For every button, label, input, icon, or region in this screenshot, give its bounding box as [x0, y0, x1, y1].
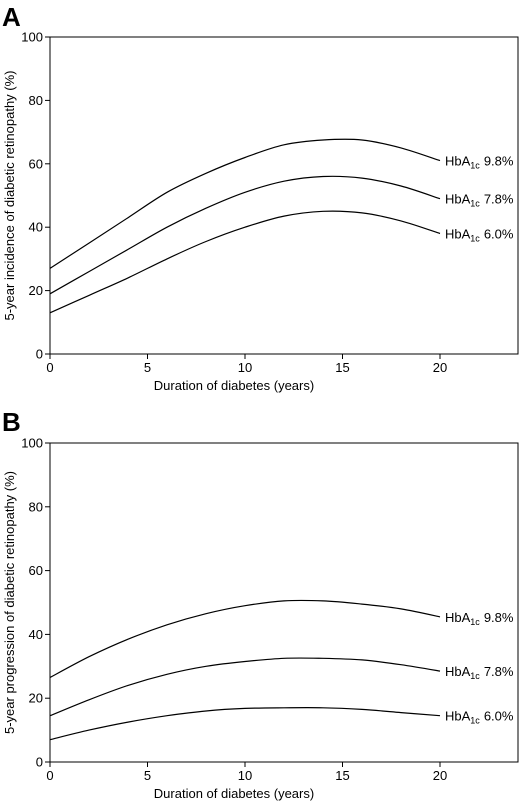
panel-a-x-tick-label: 0 [46, 360, 53, 375]
panel-b-x-tick-label: 20 [433, 768, 447, 783]
panel-a-x-tick-label: 10 [238, 360, 252, 375]
panel-b-series-label-3: HbA1c 6.0% [445, 709, 514, 726]
series-label-value: 7.8% [484, 664, 514, 679]
panel-b-y-tick-label: 100 [21, 436, 43, 451]
panel-letter-b: B [2, 407, 21, 437]
panel-a-y-tick-label: 40 [29, 220, 43, 235]
panel-a-series-line-3 [49, 210, 441, 314]
panel-a-series-label-3: HbA1c 6.0% [445, 227, 514, 244]
series-label-subscript: 1c [470, 671, 480, 681]
panel-a-y-tick-label: 100 [21, 30, 43, 45]
panel-b-plot-frame [49, 442, 519, 763]
panel-a-y-tick-label: 80 [29, 93, 43, 108]
panel-b-x-tick-label: 5 [144, 768, 151, 783]
panel-b-x-tick-label: 15 [335, 768, 349, 783]
panel-a-y-tick-label: 20 [29, 283, 43, 298]
panel-a-y-tick-label: 60 [29, 156, 43, 171]
series-label-value: 6.0% [484, 227, 514, 242]
panel-a-y-tick-label: 0 [36, 347, 43, 362]
panel-a-series-line-1 [49, 138, 441, 269]
series-label-main: HbA [445, 610, 471, 625]
panel-a-plot-frame [49, 36, 519, 355]
panel-a-x-tick-label: 5 [144, 360, 151, 375]
panel-b-y-tick-label: 80 [29, 499, 43, 514]
series-label-main: HbA [445, 709, 471, 724]
series-label-value: 9.8% [484, 154, 514, 169]
panel-b-series-label-1: HbA1c 9.8% [445, 610, 514, 627]
panel-b-y-tick-label: 60 [29, 563, 43, 578]
series-label-main: HbA [445, 227, 471, 242]
panel-b-y-axis-label: 5-year progression of diabetic retinopat… [2, 471, 17, 734]
panel-b-series-line-1 [49, 599, 441, 679]
panel-b-y-tick-label: 40 [29, 627, 43, 642]
panel-a-x-tick-label: 20 [433, 360, 447, 375]
panel-b-x-axis-label: Duration of diabetes (years) [154, 786, 314, 801]
series-label-value: 6.0% [484, 709, 514, 724]
panel-b-series-label-2: HbA1c 7.8% [445, 664, 514, 681]
panel-a-chart: 0 5 10 15 20 0 20 40 60 80 100 Duration of diabetes… [2, 30, 519, 393]
series-label-value: 7.8% [484, 192, 514, 207]
panel-b-series-line-3 [49, 707, 441, 741]
panel-a-series-label-2: HbA1c 7.8% [445, 192, 514, 209]
panel-a-series-label-1: HbA1c 9.8% [445, 154, 514, 171]
panel-a-series-line-2 [49, 175, 441, 295]
panel-a-x-axis-label: Duration of diabetes (years) [154, 378, 314, 393]
series-label-subscript: 1c [470, 716, 480, 726]
series-label-main: HbA [445, 664, 471, 679]
panel-b-y-tick-label: 20 [29, 691, 43, 706]
series-label-main: HbA [445, 192, 471, 207]
series-label-subscript: 1c [470, 161, 480, 171]
panel-b-x-tick-label: 0 [46, 768, 53, 783]
panel-a-x-tick-label: 15 [335, 360, 349, 375]
panel-b-chart: 0 5 10 15 20 0 20 40 60 80 100 Duration of diabetes… [2, 436, 519, 801]
series-label-main: HbA [445, 154, 471, 169]
panel-b-x-tick-label: 10 [238, 768, 252, 783]
series-label-subscript: 1c [470, 617, 480, 627]
series-label-subscript: 1c [470, 234, 480, 244]
panel-a-y-axis-label: 5-year incidence of diabetic retinopathy… [2, 70, 17, 320]
panel-b-y-tick-label: 0 [36, 755, 43, 770]
panel-letter-a: A [2, 2, 21, 32]
series-label-value: 9.8% [484, 610, 514, 625]
series-label-subscript: 1c [470, 199, 480, 209]
panel-b-series-line-2 [49, 657, 441, 717]
